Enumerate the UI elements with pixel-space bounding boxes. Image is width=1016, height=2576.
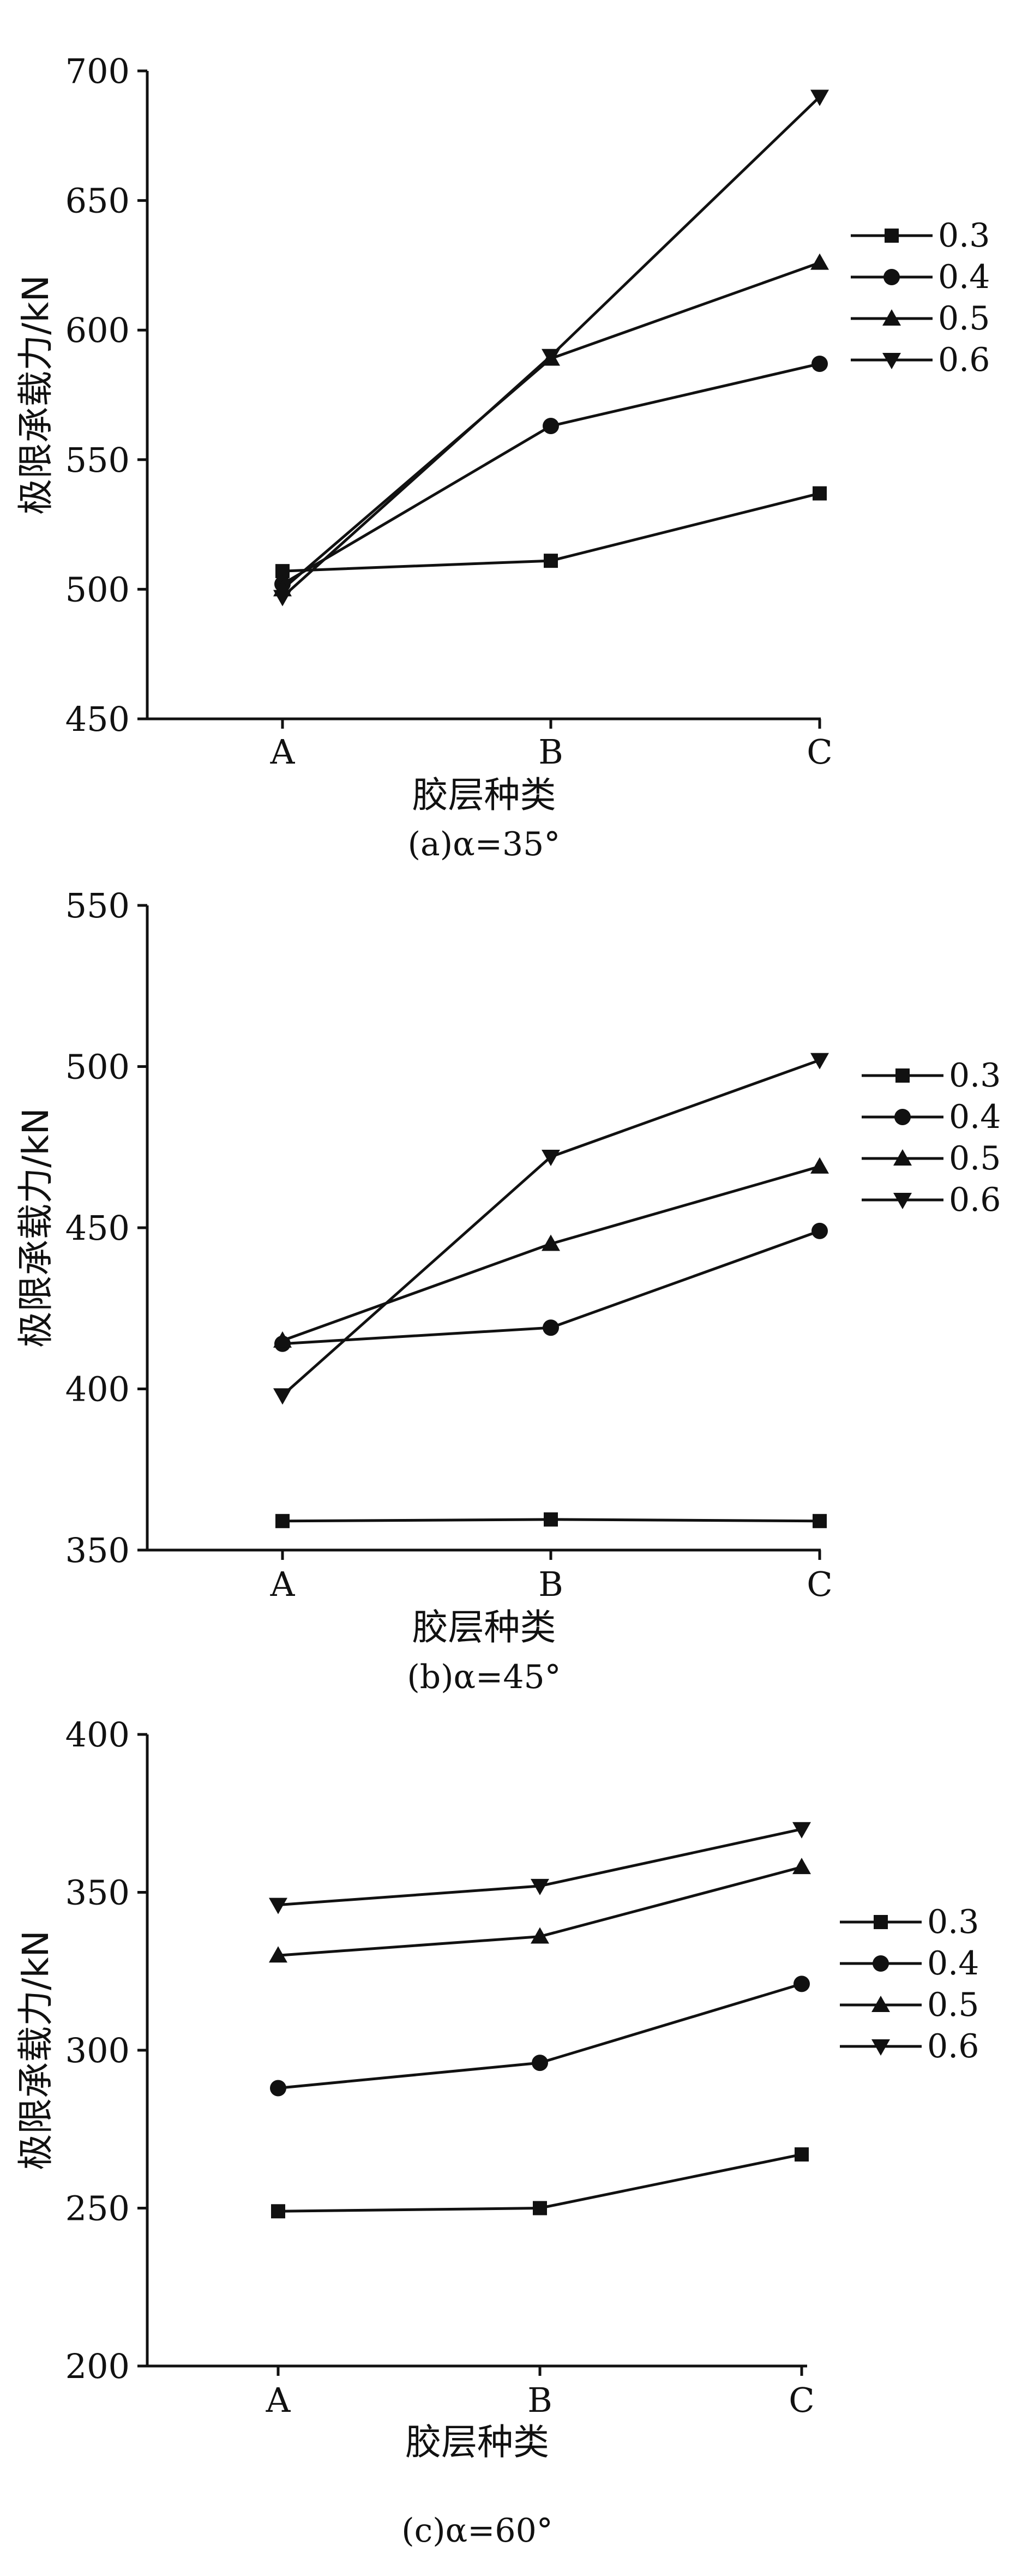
y-tick-label: 400 bbox=[65, 1370, 130, 1409]
legend-label-0.3: 0.3 bbox=[927, 1903, 979, 1941]
legend-label-0.5: 0.5 bbox=[938, 299, 990, 338]
legend-marker-0.3 bbox=[895, 1068, 910, 1083]
panel-caption: (b)α=45° bbox=[407, 1658, 561, 1696]
y-tick-label: 200 bbox=[65, 2346, 130, 2386]
data-point-0.4 bbox=[811, 355, 828, 372]
data-point-0.3 bbox=[544, 1512, 558, 1527]
y-tick-label: 550 bbox=[65, 440, 130, 480]
data-point-0.6 bbox=[269, 1898, 287, 1914]
y-tick-label: 300 bbox=[65, 2031, 130, 2070]
data-point-0.5 bbox=[810, 253, 829, 270]
data-point-0.4 bbox=[793, 1975, 810, 1992]
y-tick-label: 450 bbox=[65, 699, 130, 739]
chart-panel-2: 350 400 450 500 550 A B C 胶层种类 极限承载力/kN (b)α=45° 0.… bbox=[15, 886, 1001, 1696]
series-line-0.4 bbox=[278, 1983, 802, 2089]
data-point-0.3 bbox=[533, 2201, 547, 2215]
panel-caption: (c)α=60° bbox=[401, 2512, 553, 2550]
data-point-0.6 bbox=[810, 89, 829, 106]
legend-label-0.6: 0.6 bbox=[927, 2027, 979, 2065]
x-tick-label: C bbox=[789, 2380, 814, 2420]
legend-label-0.3: 0.3 bbox=[938, 217, 990, 255]
x-tick-label: B bbox=[538, 1564, 563, 1604]
data-point-0.6 bbox=[273, 590, 292, 607]
data-point-0.5 bbox=[531, 1927, 549, 1944]
data-point-0.6 bbox=[542, 349, 560, 365]
x-tick-label: A bbox=[270, 732, 296, 772]
legend-marker-0.3 bbox=[874, 1915, 888, 1929]
y-tick-label: 550 bbox=[65, 886, 130, 926]
panel-caption: (a)α=35° bbox=[408, 825, 561, 863]
data-point-0.4 bbox=[543, 1319, 559, 1336]
data-point-0.3 bbox=[795, 2147, 809, 2162]
y-axis-title: 极限承载力/kN bbox=[15, 1930, 57, 2170]
legend-marker-0.4 bbox=[873, 1955, 889, 1972]
legend-marker-0.4 bbox=[894, 1109, 911, 1125]
data-point-0.5 bbox=[269, 1946, 287, 1963]
legend-label-0.3: 0.3 bbox=[949, 1056, 1001, 1095]
data-point-0.5 bbox=[542, 1234, 560, 1251]
x-tick-label: B bbox=[538, 732, 563, 772]
data-point-0.4 bbox=[811, 1222, 828, 1239]
y-tick-label: 250 bbox=[65, 2189, 130, 2229]
data-point-0.3 bbox=[271, 2204, 285, 2219]
data-point-0.3 bbox=[275, 564, 290, 579]
data-point-0.4 bbox=[543, 418, 559, 435]
data-point-0.5 bbox=[273, 1331, 292, 1348]
legend-marker-0.6 bbox=[871, 2039, 890, 2056]
legend-label-0.5: 0.5 bbox=[949, 1139, 1001, 1178]
x-tick-label: C bbox=[807, 732, 832, 772]
data-point-0.6 bbox=[810, 1053, 829, 1070]
data-point-0.3 bbox=[544, 554, 558, 568]
legend-label-0.4: 0.4 bbox=[938, 258, 990, 296]
data-point-0.6 bbox=[273, 1388, 292, 1405]
data-point-0.4 bbox=[270, 2080, 286, 2097]
data-point-0.3 bbox=[813, 486, 827, 501]
x-tick-label: C bbox=[807, 1564, 832, 1604]
x-tick-label: A bbox=[270, 1564, 296, 1604]
legend-label-0.4: 0.4 bbox=[949, 1098, 1001, 1136]
legend-label-0.4: 0.4 bbox=[927, 1944, 979, 1983]
y-axis-title: 极限承载力/kN bbox=[15, 275, 57, 515]
data-point-0.5 bbox=[792, 1858, 811, 1875]
y-tick-label: 350 bbox=[65, 1530, 130, 1570]
legend-marker-0.6 bbox=[882, 353, 901, 369]
y-tick-label: 450 bbox=[65, 1208, 130, 1248]
y-tick-label: 500 bbox=[65, 569, 130, 609]
y-tick-label: 700 bbox=[65, 51, 130, 91]
x-axis-title: 胶层种类 bbox=[412, 1606, 556, 1648]
legend-marker-0.5 bbox=[882, 309, 901, 326]
legend-marker-0.5 bbox=[871, 1996, 890, 2012]
x-axis-title: 胶层种类 bbox=[412, 774, 556, 816]
series-line-0.6 bbox=[281, 1059, 820, 1397]
legend-marker-0.6 bbox=[893, 1193, 912, 1209]
legend-label-0.6: 0.6 bbox=[949, 1181, 1001, 1219]
legend-marker-0.3 bbox=[885, 229, 899, 243]
series-line-0.5 bbox=[282, 1165, 820, 1342]
y-tick-label: 600 bbox=[65, 310, 130, 350]
data-point-0.6 bbox=[792, 1822, 811, 1839]
data-point-0.6 bbox=[542, 1149, 560, 1166]
series-line-0.6 bbox=[281, 95, 821, 598]
y-tick-label: 400 bbox=[65, 1715, 130, 1755]
y-tick-label: 650 bbox=[65, 181, 130, 221]
data-point-0.6 bbox=[531, 1878, 549, 1895]
y-axis-title: 极限承载力/kN bbox=[15, 1108, 57, 1348]
data-point-0.5 bbox=[810, 1157, 829, 1174]
x-tick-label: B bbox=[527, 2380, 552, 2420]
legend-label-0.5: 0.5 bbox=[927, 1986, 979, 2024]
y-tick-label: 350 bbox=[65, 1873, 130, 1913]
chart-panel-3: 200 250 300 350 400 A B C 胶层种类 极限承载力/kN (c)α=60° 0.… bbox=[15, 1715, 979, 2550]
x-axis-title: 胶层种类 bbox=[405, 2421, 549, 2463]
x-tick-label: A bbox=[266, 2380, 291, 2420]
chart-panel-1: 450 500 550 600 650 700 A B C 胶层种类 极限承载力/kN (a)α=35… bbox=[15, 51, 990, 863]
legend-marker-0.5 bbox=[893, 1149, 912, 1166]
data-point-0.3 bbox=[813, 1514, 827, 1528]
data-point-0.4 bbox=[532, 2055, 548, 2071]
series-line-0.4 bbox=[281, 362, 820, 586]
data-point-0.3 bbox=[275, 1514, 290, 1528]
y-tick-label: 500 bbox=[65, 1047, 130, 1087]
legend-marker-0.4 bbox=[883, 269, 900, 285]
legend-label-0.6: 0.6 bbox=[938, 341, 990, 379]
